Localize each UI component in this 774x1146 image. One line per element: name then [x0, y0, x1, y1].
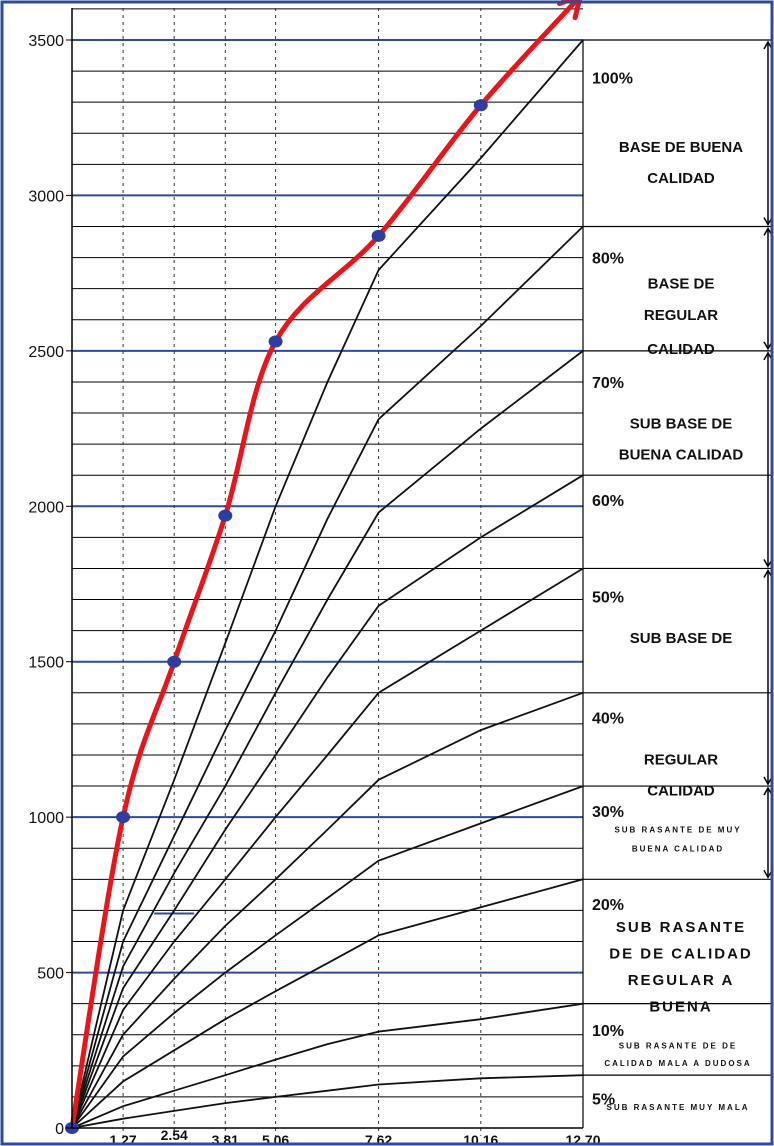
zone-percentage: 5%: [592, 1091, 615, 1108]
measured-data-point: [167, 655, 182, 668]
zone-label: BUENA CALIDAD: [632, 844, 724, 853]
reference-curve-100pct: [71, 39, 584, 1129]
zone-label: CALIDAD: [647, 341, 715, 358]
reference-curve-50pct: [71, 567, 584, 1129]
zone-percentage: 40%: [592, 711, 624, 728]
zone-panel: 100% BASE DE BUENA CALIDAD 80% BASE DE REGULA…: [582, 39, 773, 1128]
y-tick-label: 3000: [28, 188, 64, 205]
zone-percentage: 50%: [592, 589, 624, 606]
zone-label: SUB BASE DE: [630, 416, 733, 433]
zone-label: BASE DE BUENA: [619, 139, 743, 156]
measured-data-point: [473, 99, 488, 112]
y-tick-label: 3500: [28, 33, 64, 50]
measured-data-point: [218, 509, 233, 522]
zone-label: SUB BASE DE: [630, 630, 733, 647]
reference-curve-5pct: [71, 1074, 584, 1129]
y-tick-label: 1000: [28, 810, 64, 827]
zone-label: REGULAR: [644, 307, 718, 324]
zone-percentage: 20%: [592, 897, 624, 914]
zone-label: SUB RASANTE DE DE: [619, 1042, 737, 1051]
reference-curve-40pct: [71, 691, 584, 1129]
measured-curve-line: [69, 0, 581, 1131]
zone-label: REGULAR: [644, 751, 718, 768]
zone-label: BUENA: [649, 998, 712, 1015]
zone-label: CALIDAD: [647, 170, 715, 187]
reference-curve-70pct: [71, 350, 584, 1129]
zone-label: BUENA CALIDAD: [619, 447, 744, 464]
y-tick-label: 0: [55, 1121, 64, 1138]
reference-curve-20pct: [71, 878, 584, 1129]
zone-percentage: 60%: [592, 493, 624, 510]
y-tick-label: 1500: [28, 655, 64, 672]
y-tick-label: 500: [37, 966, 64, 983]
zone-label: DE DE CALIDAD: [609, 946, 753, 963]
zone-label: CALIDAD MALA A DUDOSA: [604, 1059, 751, 1068]
zone-label: CALIDAD: [647, 782, 715, 799]
zone-percentage: 80%: [592, 251, 624, 268]
y-tick-label: 2500: [28, 344, 64, 361]
measured-data-point: [116, 811, 131, 824]
zone-label: SUB RASANTE MUY MALA: [607, 1103, 750, 1112]
zone-label: BASE DE: [648, 276, 715, 293]
y-tick-label: 2000: [28, 499, 64, 516]
reference-curve-80pct: [71, 225, 584, 1129]
zone-label: SUB RASANTE: [616, 919, 746, 936]
zone-percentage: 100%: [592, 70, 633, 87]
measured-data-point: [268, 335, 283, 348]
measured-data-point: [371, 229, 386, 242]
reference-curve-60pct: [71, 474, 584, 1129]
zone-percentage: 10%: [592, 1023, 624, 1040]
zone-label: SUB RASANTE DE MUY: [614, 826, 741, 835]
x-tick-label: 2.54: [161, 1127, 188, 1143]
zone-percentage: 30%: [592, 804, 624, 821]
reference-curves: [71, 39, 584, 1129]
zone-percentage: 70%: [592, 375, 624, 392]
reference-curve-10pct: [71, 1002, 584, 1129]
zone-label: REGULAR A: [628, 972, 735, 989]
reference-curve-30pct: [71, 785, 584, 1129]
